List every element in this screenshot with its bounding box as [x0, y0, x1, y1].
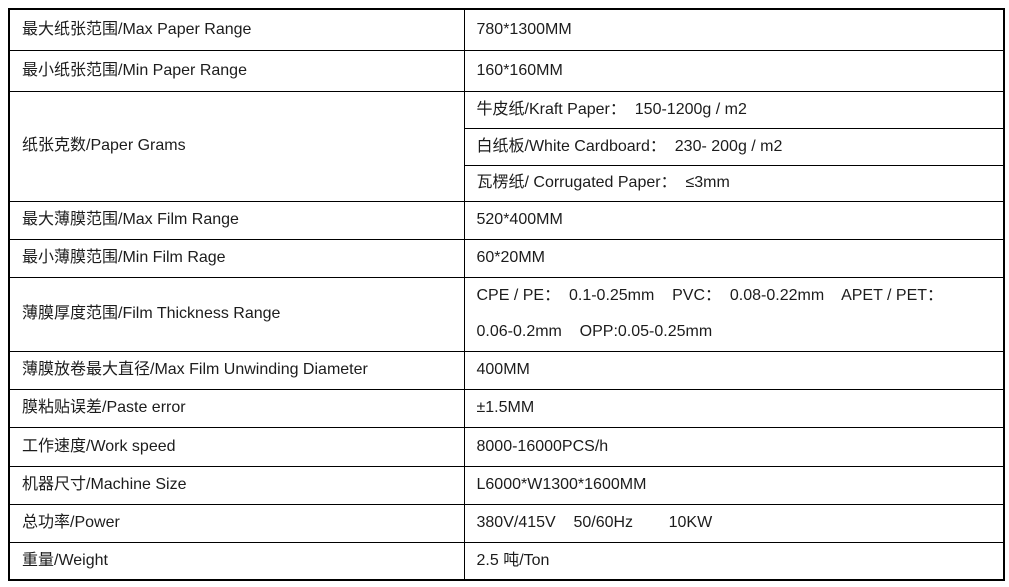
spec-value-cell: 400MM [463, 350, 1005, 390]
spec-value-cell: 160*160MM [463, 49, 1005, 92]
spec-value-cell: 瓦楞纸/ Corrugated Paper： ≤3mm [463, 164, 1005, 202]
spec-label-cell: 薄膜放卷最大直径/Max Film Unwinding Diameter [8, 350, 465, 390]
spec-value-cell: ±1.5MM [463, 388, 1005, 428]
spec-value-cell: 2.5 吨/Ton [463, 541, 1005, 581]
spec-value-cell: 780*1300MM [463, 8, 1005, 51]
spec-label-cell: 最大薄膜范围/Max Film Range [8, 200, 465, 240]
spec-label-cell: 最大纸张范围/Max Paper Range [8, 8, 465, 51]
table-row: 总功率/Power 380V/415V 50/60Hz 10KW [8, 503, 1005, 543]
spec-value-cell: 8000-16000PCS/h [463, 426, 1005, 467]
table-row: 最大薄膜范围/Max Film Range 520*400MM [8, 200, 1005, 240]
spec-value-cell: 牛皮纸/Kraft Paper： 150-1200g / m2 [463, 90, 1005, 129]
spec-value-cell: L6000*W1300*1600MM [463, 465, 1005, 505]
table-row: 工作速度/Work speed 8000-16000PCS/h [8, 426, 1005, 467]
table-row: 薄膜厚度范围/Film Thickness Range CPE / PE： 0.… [8, 276, 1005, 352]
spec-value-cell: 60*20MM [463, 238, 1005, 278]
table-row: 最大纸张范围/Max Paper Range 780*1300MM [8, 8, 1005, 51]
spec-label-cell: 纸张克数/Paper Grams [8, 90, 465, 202]
spec-value-cell: 520*400MM [463, 200, 1005, 240]
spec-table: 最大纸张范围/Max Paper Range 780*1300MM 最小纸张范围… [8, 8, 1005, 581]
spec-value-cell: 白纸板/White Cardboard： 230- 200g / m2 [463, 127, 1005, 166]
spec-label-cell: 薄膜厚度范围/Film Thickness Range [8, 276, 465, 352]
spec-label-cell: 工作速度/Work speed [8, 426, 465, 467]
spec-label-cell: 机器尺寸/Machine Size [8, 465, 465, 505]
table-row: 最小纸张范围/Min Paper Range 160*160MM [8, 49, 1005, 92]
table-row: 白纸板/White Cardboard： 230- 200g / m2 [9, 127, 1005, 166]
table-row: 薄膜放卷最大直径/Max Film Unwinding Diameter 400… [8, 350, 1005, 390]
spec-label-cell: 总功率/Power [8, 503, 465, 543]
spec-label-cell: 最小纸张范围/Min Paper Range [8, 49, 465, 92]
spec-label-cell: 最小薄膜范围/Min Film Rage [8, 238, 465, 278]
spec-label-cell: 重量/Weight [8, 541, 465, 581]
spec-value-cell: 380V/415V 50/60Hz 10KW [463, 503, 1005, 543]
table-row: 最小薄膜范围/Min Film Rage 60*20MM [8, 238, 1005, 278]
spec-value-cell: CPE / PE： 0.1-0.25mm PVC： 0.08-0.22mm AP… [463, 276, 1005, 352]
spec-label-cell: 膜粘贴误差/Paste error [8, 388, 465, 428]
table-row: 重量/Weight 2.5 吨/Ton [8, 541, 1005, 581]
table-row: 纸张克数/Paper Grams 牛皮纸/Kraft Paper： 150-12… [8, 90, 1005, 202]
table-row: 膜粘贴误差/Paste error ±1.5MM [8, 388, 1005, 428]
table-row: 机器尺寸/Machine Size L6000*W1300*1600MM [8, 465, 1005, 505]
